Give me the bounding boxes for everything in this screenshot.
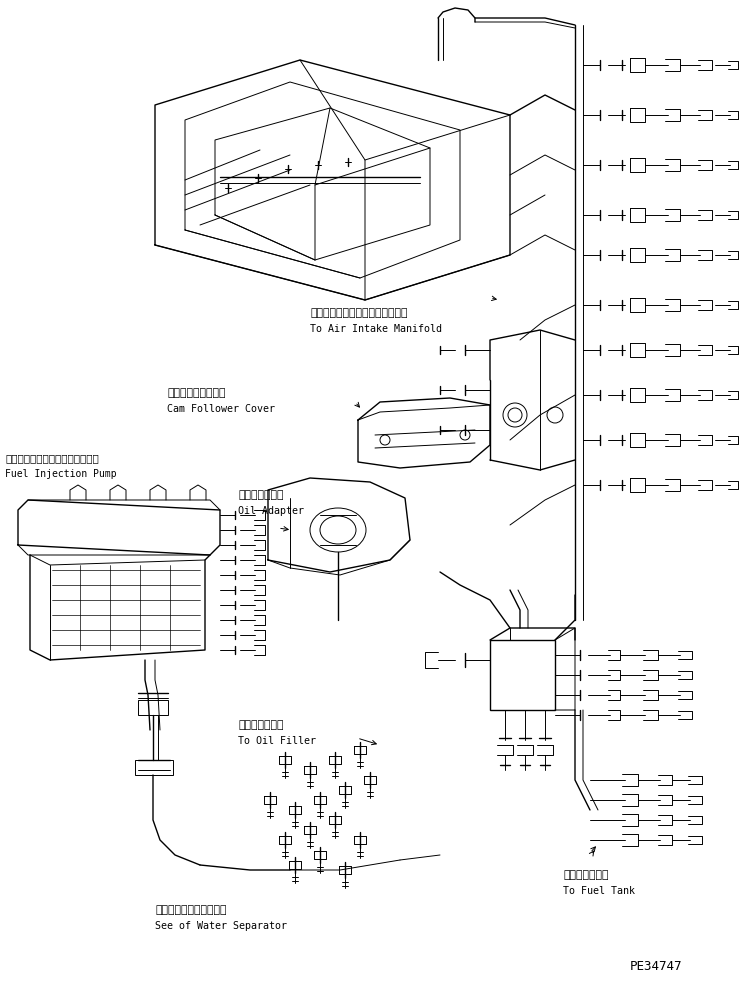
Text: フェルタンクへ: フェルタンクへ — [563, 870, 608, 880]
Text: オイルフィラへ: オイルフィラへ — [238, 720, 283, 730]
Text: フェエルインジェクションポンプ: フェエルインジェクションポンプ — [5, 453, 99, 463]
Text: See of Water Separator: See of Water Separator — [155, 921, 287, 931]
Text: Cam Follower Cover: Cam Follower Cover — [167, 404, 275, 414]
Text: オイルアダプタ: オイルアダプタ — [238, 490, 283, 500]
Text: PE34747: PE34747 — [630, 960, 682, 973]
Text: Fuel Injection Pump: Fuel Injection Pump — [5, 469, 117, 479]
Text: Oil Adapter: Oil Adapter — [238, 506, 304, 516]
Text: To Fuel Tank: To Fuel Tank — [563, 886, 635, 896]
Bar — [490, 640, 555, 710]
Bar — [138, 700, 168, 715]
Text: To Oil Filler: To Oil Filler — [238, 736, 316, 746]
Bar — [135, 760, 173, 775]
Text: ウォータセパレータ参照: ウォータセパレータ参照 — [155, 905, 227, 915]
Text: エアーインテークマニホールドへ: エアーインテークマニホールドへ — [310, 308, 407, 318]
Text: カムフォロワカバー: カムフォロワカバー — [167, 388, 225, 398]
Text: To Air Intake Manifold: To Air Intake Manifold — [310, 324, 442, 334]
